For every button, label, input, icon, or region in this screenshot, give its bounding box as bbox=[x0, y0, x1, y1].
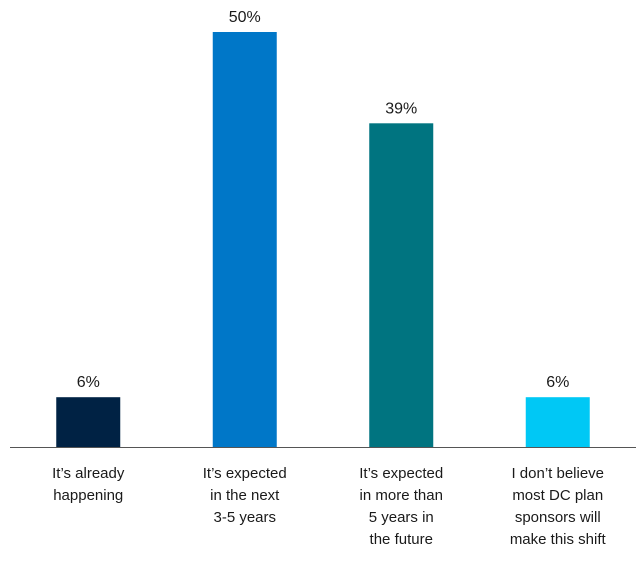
category-label-line: 3-5 years bbox=[213, 509, 276, 526]
bars-group bbox=[56, 32, 590, 448]
category-label-line: sponsors will bbox=[515, 509, 601, 526]
value-labels-group: 6% 50% 39% 6% bbox=[77, 9, 570, 391]
bar-3 bbox=[369, 123, 434, 448]
value-label-1: 6% bbox=[77, 374, 100, 391]
value-label-3: 39% bbox=[385, 100, 417, 117]
category-label-line: I don’t believe bbox=[511, 465, 604, 482]
category-label-line: 5 years in bbox=[369, 509, 434, 526]
bar-4 bbox=[525, 397, 590, 447]
category-label-1: It’s already happening bbox=[52, 465, 125, 504]
category-label-line: in the next bbox=[210, 487, 280, 504]
value-label-4: 6% bbox=[546, 374, 569, 391]
category-labels-group: It’s already happening It’s expected in the… bbox=[52, 465, 606, 548]
value-label-2: 50% bbox=[229, 9, 261, 26]
category-label-line: It’s already bbox=[52, 465, 125, 482]
bar-1 bbox=[56, 397, 121, 447]
category-label-2: It’s expected in the next 3-5 years bbox=[203, 465, 287, 526]
bar-2 bbox=[212, 32, 277, 447]
category-label-3: It’s expected in more than 5 years in the f… bbox=[359, 465, 443, 548]
category-label-line: make this shift bbox=[510, 531, 607, 548]
category-label-4: I don’t believe most DC plan sponsors will… bbox=[510, 465, 607, 548]
category-label-line: happening bbox=[53, 487, 123, 504]
category-label-line: the future bbox=[370, 531, 433, 548]
category-label-line: It’s expected bbox=[359, 465, 443, 482]
category-label-line: It’s expected bbox=[203, 465, 287, 482]
category-label-line: in more than bbox=[360, 487, 443, 504]
category-label-line: most DC plan bbox=[512, 487, 603, 504]
